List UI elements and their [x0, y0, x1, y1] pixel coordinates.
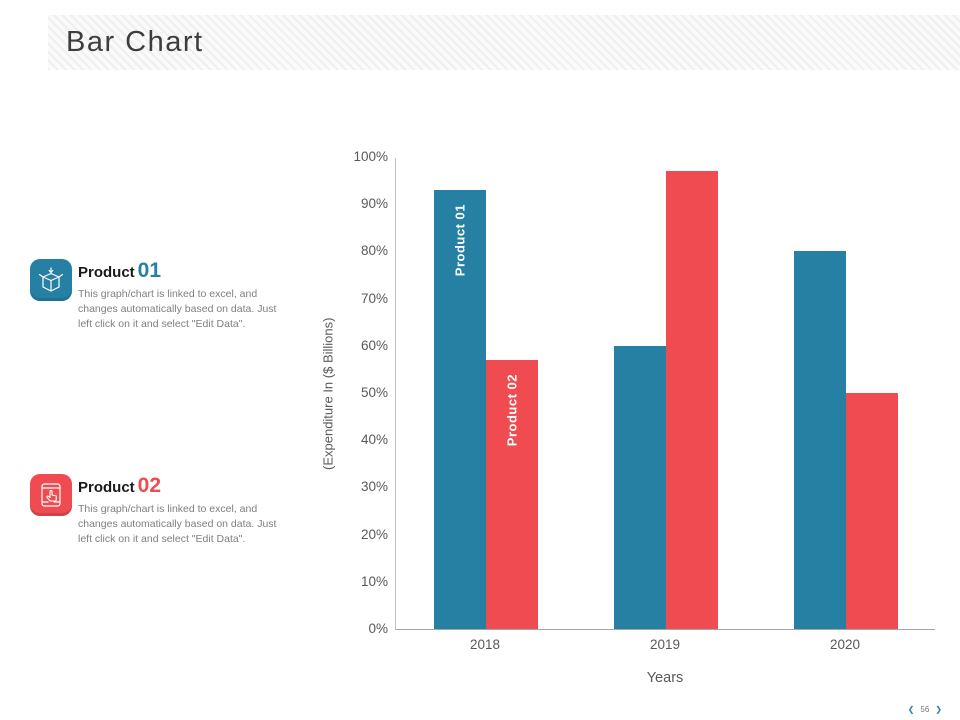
product-01-block: Product 01 This graph/chart is linked to …: [30, 259, 280, 333]
y-tick-label: 50%: [360, 385, 388, 400]
bar-product-02-2020[interactable]: [846, 393, 898, 629]
y-tick-label: 100%: [353, 149, 388, 164]
y-tick-label: 60%: [360, 337, 388, 353]
bar-product-01-2019[interactable]: [614, 346, 666, 629]
series-label: Product 01: [452, 204, 468, 277]
header-banner: Bar Chart: [48, 15, 960, 70]
next-page-icon[interactable]: ❯: [935, 705, 942, 714]
y-axis-tick-labels: 100% 90% 80% 70% 60% 50% 40% 30% 20% 10% 0%: [300, 149, 388, 636]
x-axis-tick-labels: 2018 2019 2020: [395, 637, 935, 657]
x-tick-label: 2019: [649, 637, 681, 652]
tap-tablet-icon: [30, 474, 72, 516]
bar-product-02-2019[interactable]: [666, 171, 718, 629]
y-tick-label: 40%: [360, 432, 388, 448]
page-title: Bar Chart: [66, 26, 204, 58]
y-tick-label: 90%: [360, 196, 388, 212]
y-tick-label: 0%: [368, 621, 388, 636]
bar-product-02-2018[interactable]: Product 02: [486, 360, 538, 629]
product-02-label: Product: [78, 479, 135, 496]
product-02-number: 02: [137, 474, 162, 497]
bar-product-01-2020[interactable]: [794, 251, 846, 629]
product-02-description: This graph/chart is linked to excel, and…: [78, 503, 277, 546]
bar-product-01-2018[interactable]: Product 01: [434, 190, 486, 629]
product-02-block: Product 02 This graph/chart is linked to …: [30, 474, 280, 548]
y-tick-label: 10%: [360, 573, 388, 589]
page-nav: ❮ 56 ❯: [908, 705, 942, 714]
product-01-description: This graph/chart is linked to excel, and…: [78, 288, 277, 331]
y-tick-label: 30%: [360, 479, 388, 495]
x-axis-title: Years: [646, 670, 684, 686]
page-number: 56: [920, 705, 930, 714]
y-tick-label: 70%: [360, 290, 388, 306]
y-tick-label: 80%: [360, 243, 388, 259]
prev-page-icon[interactable]: ❮: [907, 705, 915, 714]
product-01-label: Product: [78, 264, 135, 281]
x-tick-label: 2018: [469, 637, 501, 652]
bar-chart-plot-area[interactable]: Product 01 Product 02: [395, 158, 935, 630]
series-label: Product 02: [504, 374, 520, 447]
x-tick-label: 2020: [829, 637, 861, 652]
product-01-number: 01: [137, 259, 162, 282]
open-box-icon: [30, 259, 72, 301]
y-tick-label: 20%: [360, 526, 388, 542]
